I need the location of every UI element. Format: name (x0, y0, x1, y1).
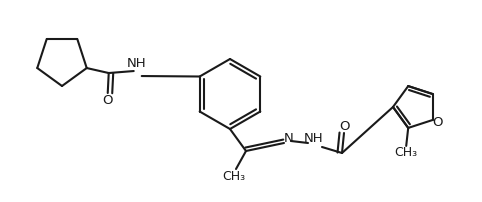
Text: O: O (432, 116, 443, 129)
Text: CH₃: CH₃ (222, 169, 245, 182)
Text: O: O (103, 94, 113, 106)
Text: CH₃: CH₃ (395, 146, 418, 159)
Text: NH: NH (127, 57, 147, 69)
Text: O: O (339, 120, 349, 133)
Text: NH: NH (304, 133, 324, 145)
Text: N: N (284, 132, 294, 144)
